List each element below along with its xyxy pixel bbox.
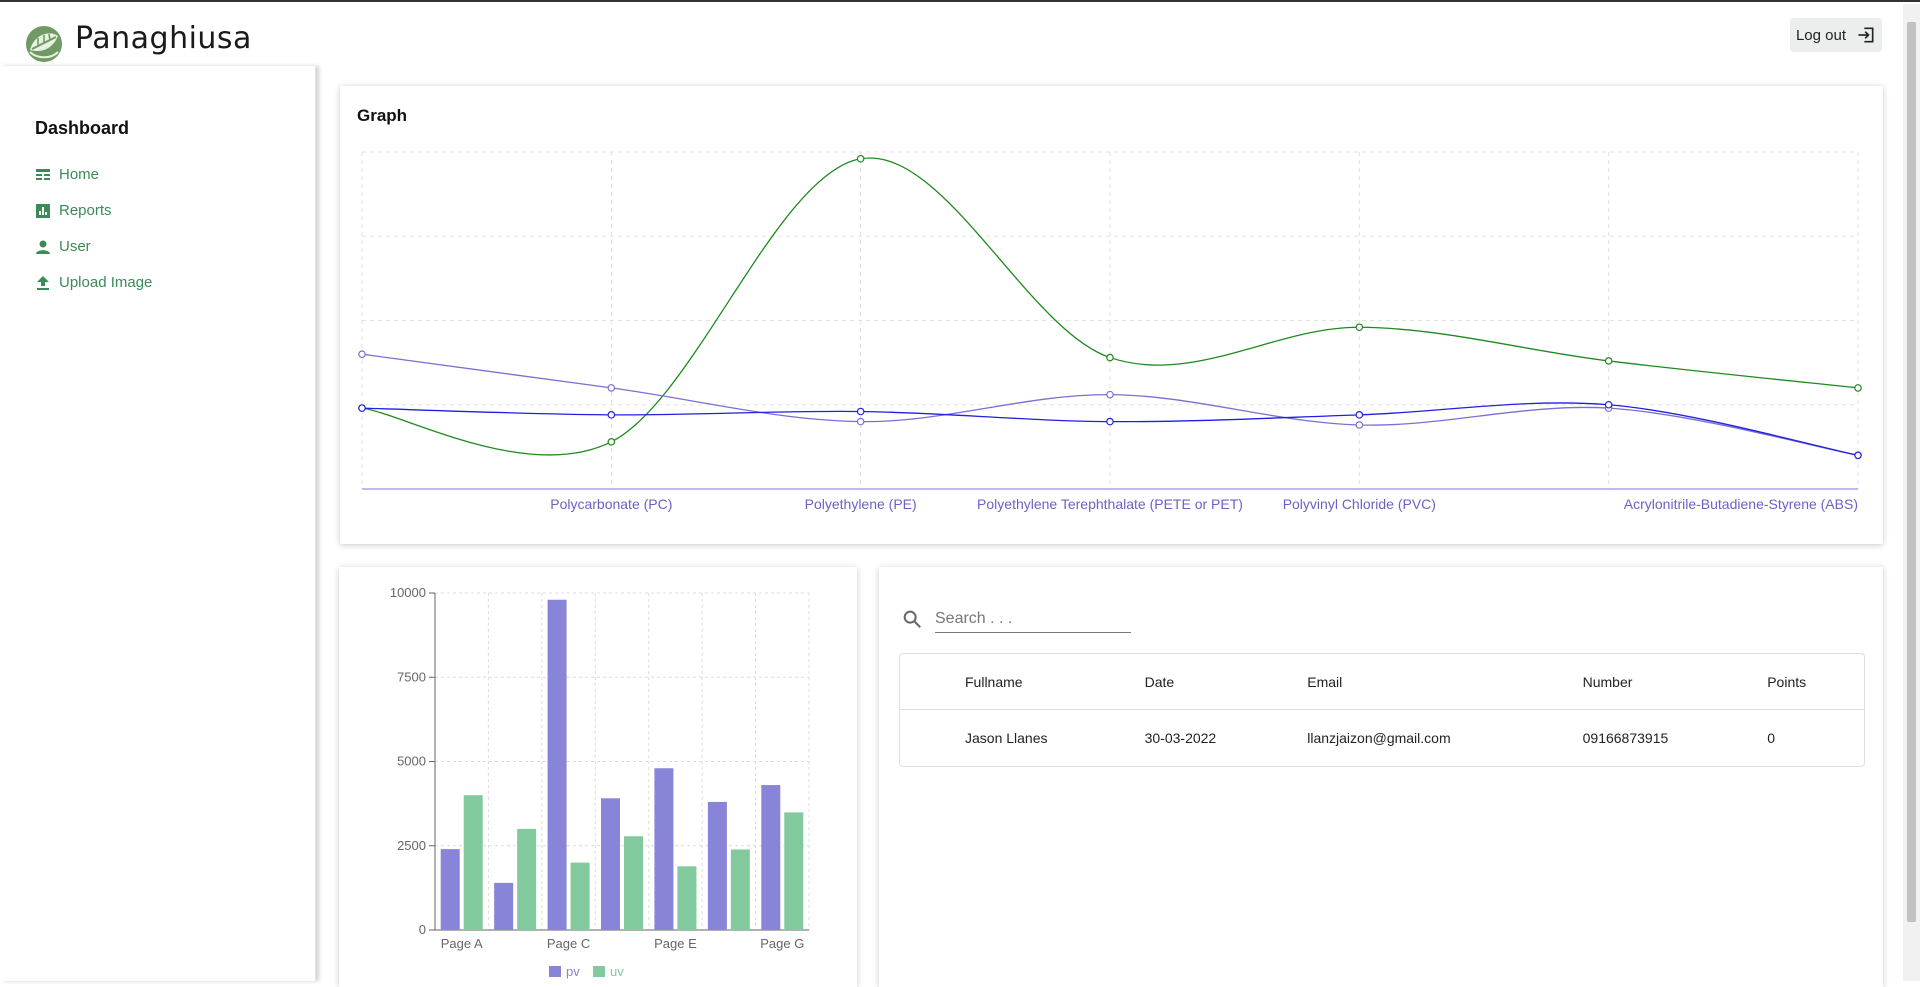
sidebar-title: Dashboard [35, 118, 130, 138]
x-tick-label: Acrylonitrile-Butadiene-Styrene (ABS) [1624, 496, 1858, 512]
table-row[interactable]: Jason Llanes 30-03-2022 llanzjaizon@gmai… [900, 710, 1864, 766]
bar-uv [624, 836, 643, 930]
sidebar-item-label: User [59, 238, 91, 255]
bar-pv [601, 798, 620, 930]
bar-chart-icon [36, 203, 50, 218]
header: Panaghiusa Log out [0, 4, 1900, 66]
series-point [607, 411, 616, 419]
series-point [358, 350, 366, 359]
x-tick-label: Polyvinyl Chloride (PVC) [1283, 496, 1436, 512]
scrollbar-thumb[interactable] [1907, 22, 1916, 922]
bar-pv [440, 849, 460, 930]
series-point [1355, 323, 1364, 332]
bar-chart-card: 0 2500 5000 7500 10000 Page A Page C Page E Page… [339, 567, 857, 987]
sidebar-item-label: Reports [59, 202, 112, 219]
page-scrollbar[interactable] [1903, 4, 1920, 981]
brand-name: Panaghiusa [75, 21, 252, 56]
y-tick-label: 10000 [390, 585, 426, 600]
cell-fullname: Jason Llanes [965, 730, 1048, 746]
bar-pv [547, 599, 567, 930]
sidebar-item-label: Upload Image [59, 274, 153, 291]
y-tick-label: 5000 [397, 754, 426, 769]
column-header-fullname[interactable]: Fullname [965, 673, 1023, 690]
column-header-email[interactable]: Email [1307, 673, 1343, 690]
cell-email: llanzjaizon@gmail.com [1307, 730, 1451, 746]
graph-title: Graph [357, 106, 408, 125]
line-chart: Polycarbonate (PC) Polyethylene (PE) Polye… [358, 151, 1862, 512]
leaf-logo-icon [26, 26, 62, 62]
table-rows-icon [36, 168, 50, 180]
x-tick-label: Page C [547, 936, 590, 951]
x-tick-label: Polyethylene Terephthalate (PETE or PET) [977, 496, 1243, 512]
column-header-date[interactable]: Date [1144, 673, 1175, 690]
logout-icon [1858, 27, 1874, 43]
series-point [607, 438, 616, 446]
bar-uv [677, 866, 697, 930]
series-point [1604, 400, 1613, 409]
legend-label-uv: uv [610, 964, 624, 979]
logout-button[interactable]: Log out [1790, 18, 1882, 52]
cell-number: 09166873915 [1582, 730, 1669, 746]
sidebar-item-user[interactable]: User [35, 238, 91, 255]
series-point [1854, 384, 1862, 392]
search-icon [903, 610, 921, 628]
series-point [1106, 390, 1114, 399]
bar-pv [707, 801, 727, 930]
cell-points: 0 [1767, 730, 1776, 746]
series-point [1106, 353, 1114, 362]
series-point [1106, 417, 1114, 426]
legend-swatch-pv [549, 966, 561, 977]
x-tick-label: Polycarbonate (PC) [550, 496, 672, 512]
legend-label-pv: pv [566, 964, 580, 979]
sidebar-item-home[interactable]: Home [35, 166, 99, 183]
bar-pv [494, 882, 514, 930]
bar-pv [654, 768, 674, 930]
series-point [856, 154, 865, 163]
bar-uv [570, 862, 590, 930]
bar-uv [730, 849, 750, 930]
series-point [1355, 411, 1364, 419]
person-icon [36, 240, 50, 254]
column-header-points[interactable]: Points [1767, 673, 1807, 690]
sidebar-item-upload-image[interactable]: Upload Image [35, 274, 152, 291]
x-tick-label: Page A [441, 936, 483, 951]
series-point [607, 384, 616, 392]
series-point [856, 407, 865, 416]
y-tick-label: 7500 [397, 669, 426, 684]
x-tick-label: Page E [654, 936, 697, 951]
search-input[interactable] [935, 605, 1131, 633]
sidebar-item-label: Home [59, 166, 100, 183]
series-point [856, 417, 865, 426]
bar-uv [517, 828, 537, 930]
series-point [1604, 357, 1613, 365]
y-tick-label: 2500 [397, 838, 426, 853]
column-header-number[interactable]: Number [1582, 673, 1633, 690]
series-point [1854, 451, 1862, 460]
bar-uv [784, 812, 804, 930]
upload-icon [37, 275, 49, 290]
sidebar: Dashboard Home Reports User Upload Image [0, 66, 316, 981]
bar-pv [761, 785, 781, 930]
line-graph-card: Graph Polycarbonate (PC) Polyethylene (PE… [340, 86, 1883, 544]
x-tick-label: Polyethylene (PE) [805, 496, 917, 512]
users-table: Fullname Date Email Number Points Jason … [899, 653, 1865, 767]
cell-date: 30-03-2022 [1144, 730, 1217, 746]
series-point [1355, 421, 1364, 429]
sidebar-item-reports[interactable]: Reports [35, 202, 112, 219]
table-header-row: Fullname Date Email Number Points [900, 654, 1864, 710]
search-bar [901, 605, 1131, 633]
y-tick-label: 0 [419, 922, 426, 937]
bar-uv [463, 795, 483, 930]
logout-label: Log out [1795, 26, 1847, 44]
users-table-card: Fullname Date Email Number Points Jason … [879, 567, 1883, 987]
legend-swatch-uv [593, 966, 605, 977]
bar-chart: 0 2500 5000 7500 10000 Page A Page C Page E Page… [390, 585, 810, 979]
series-point [358, 404, 366, 412]
x-tick-label: Page G [760, 936, 804, 951]
